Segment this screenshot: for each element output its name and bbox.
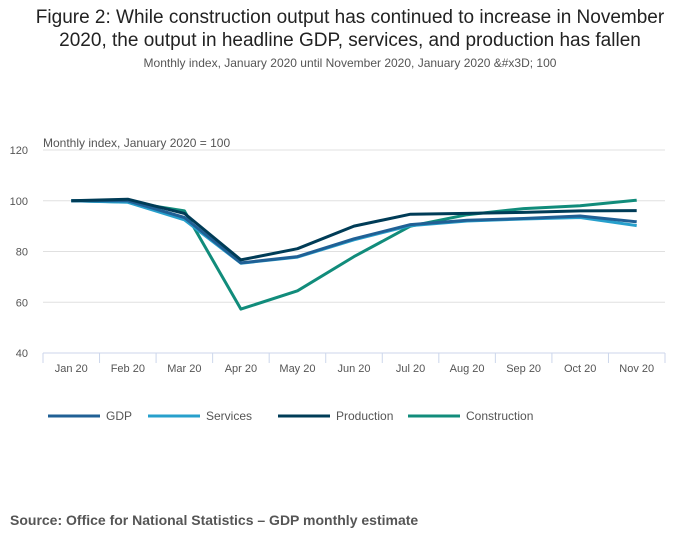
y-axis-title: Monthly index, January 2020 = 100 [43,136,230,150]
x-tick-label: Jan 20 [55,363,88,375]
chart-title-line-2: 2020, the output in headline GDP, servic… [59,30,641,51]
x-tick-label: Jul 20 [396,363,425,375]
y-axis-ticks: 40 60 80 100 120 [10,145,28,360]
chart-title: Figure 2: While construction output has … [0,6,700,52]
chart-subtitle: Monthly index, January 2020 until Novemb… [143,56,557,70]
x-tick-label: Nov 20 [619,363,654,375]
y-tick-label: 40 [16,348,28,360]
y-tick-label: 120 [10,145,28,157]
legend-item-production[interactable]: Production [278,409,393,423]
x-tick-label: Sep 20 [506,363,541,375]
y-tick-label: 100 [10,196,28,208]
legend-label: GDP [106,409,132,423]
chart-title-line-1: Figure 2: While construction output has … [35,7,665,28]
source-note: Source: Office for National Statistics –… [10,512,419,528]
legend-label: Production [336,409,393,423]
x-axis: Jan 20 Feb 20 Mar 20 Apr 20 May 20 Jun 20 Jul … [42,352,666,375]
legend-item-construction[interactable]: Construction [408,409,533,423]
legend: GDP Services Production Construction [48,409,533,423]
x-tick-label: Feb 20 [111,363,145,375]
series-lines [71,197,637,311]
legend-label: Construction [466,409,533,423]
series-line-production[interactable] [71,197,637,262]
series-line-gdp[interactable] [71,199,637,265]
x-tick-label: Aug 20 [450,363,485,375]
legend-label: Services [206,409,252,423]
legend-item-gdp[interactable]: GDP [48,409,132,423]
x-tick-label: Apr 20 [225,363,257,375]
legend-item-services[interactable]: Services [148,409,252,423]
gridlines [43,149,665,303]
y-tick-label: 80 [16,247,28,259]
x-tick-label: May 20 [279,363,315,375]
x-tick-label: Jun 20 [337,363,370,375]
x-tick-label: Oct 20 [564,363,596,375]
x-tick-label: Mar 20 [167,363,201,375]
y-tick-label: 60 [16,297,28,309]
